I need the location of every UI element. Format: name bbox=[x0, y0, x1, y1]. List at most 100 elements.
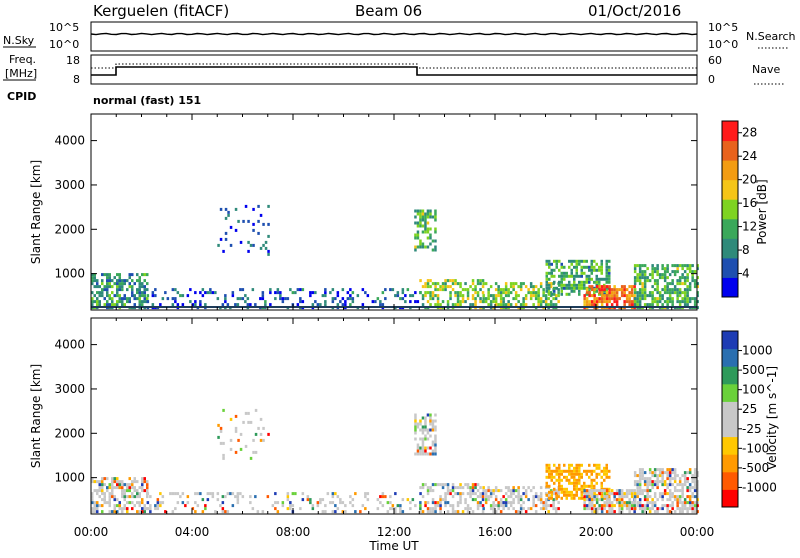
scatter-cell bbox=[560, 274, 563, 278]
scatter-cell bbox=[96, 480, 99, 484]
scatter-cell bbox=[254, 450, 258, 454]
scatter-cell bbox=[693, 477, 697, 481]
scatter-cell bbox=[641, 504, 644, 508]
scatter-cell bbox=[600, 504, 604, 508]
scatter-cell bbox=[656, 510, 659, 514]
scatter-cell bbox=[585, 280, 588, 284]
scatter-cell bbox=[623, 300, 626, 304]
scatter-cell bbox=[693, 279, 697, 283]
scatter-cell bbox=[673, 471, 677, 475]
scatter-cell bbox=[560, 271, 563, 275]
scatter-cell bbox=[643, 495, 647, 499]
scatter-cell bbox=[306, 498, 310, 502]
scatter-cell bbox=[141, 273, 144, 277]
scatter-cell bbox=[459, 282, 462, 286]
scatter-cell bbox=[595, 285, 599, 289]
scatter-cell bbox=[316, 303, 320, 307]
scatter-cell bbox=[663, 480, 667, 484]
scatter-cell bbox=[517, 510, 520, 514]
scatter-cell bbox=[578, 262, 581, 266]
scatter-cell bbox=[550, 496, 553, 500]
scatter-cell bbox=[234, 303, 237, 307]
scatter-cell bbox=[424, 504, 427, 508]
scatter-cell bbox=[573, 475, 576, 479]
scatter-cell bbox=[254, 432, 258, 436]
scatter-cell bbox=[301, 288, 305, 292]
scatter-cell bbox=[499, 510, 503, 514]
scatter-cell bbox=[638, 300, 642, 304]
scatter-cell bbox=[568, 259, 571, 263]
scatter-cell bbox=[316, 504, 320, 508]
scatter-cell bbox=[143, 477, 146, 481]
scatter-cell bbox=[138, 486, 141, 490]
scatter-cell bbox=[481, 495, 485, 499]
scatter-cell bbox=[91, 510, 94, 514]
scatter-cell bbox=[146, 483, 149, 487]
scatter-cell bbox=[141, 477, 144, 481]
scatter-cell bbox=[653, 267, 657, 271]
scatter-cell bbox=[646, 486, 649, 490]
scatter-cell bbox=[351, 291, 355, 295]
scatter-cell bbox=[656, 303, 659, 307]
scatter-cell bbox=[429, 291, 432, 295]
scatter-cell bbox=[146, 501, 150, 505]
scatter-cell bbox=[590, 300, 594, 304]
scatter-cell bbox=[103, 477, 106, 481]
scatter-cell bbox=[633, 480, 637, 484]
scatter-cell bbox=[474, 486, 477, 490]
scatter-cell bbox=[593, 478, 596, 482]
scatter-cell bbox=[156, 507, 160, 511]
scatter-cell bbox=[479, 501, 482, 505]
scatter-cell bbox=[126, 486, 129, 490]
scatter-cell bbox=[583, 501, 586, 505]
scatter-cell bbox=[434, 215, 437, 219]
scatter-cell bbox=[641, 471, 644, 475]
scatter-cell bbox=[636, 480, 639, 484]
scatter-cell bbox=[96, 300, 99, 304]
scatter-cell bbox=[696, 486, 699, 490]
scatter-cell bbox=[116, 279, 119, 283]
scatter-cell bbox=[686, 477, 689, 481]
scatter-cell bbox=[648, 471, 652, 475]
scatter-cell bbox=[222, 441, 225, 445]
scatter-cell bbox=[201, 510, 205, 514]
scatter-cell bbox=[638, 273, 642, 277]
scatter-cell bbox=[514, 297, 518, 301]
scatter-cell bbox=[648, 303, 652, 307]
scatter-cell bbox=[544, 294, 548, 298]
scatter-cell bbox=[123, 279, 126, 283]
scatter-cell bbox=[469, 492, 472, 496]
scatter-cell bbox=[494, 510, 498, 514]
scatter-cell bbox=[136, 510, 139, 514]
scatter-cell bbox=[615, 300, 619, 304]
scatter-cell bbox=[451, 510, 455, 514]
scatter-cell bbox=[429, 446, 432, 450]
scatter-cell bbox=[431, 282, 435, 286]
scatter-cell bbox=[519, 495, 523, 499]
scatter-cell bbox=[560, 289, 563, 293]
scatter-cell bbox=[588, 498, 591, 502]
scatter-cell bbox=[91, 282, 94, 286]
scatter-cell bbox=[484, 501, 488, 505]
nsky-tick-top: 10^5 bbox=[49, 21, 79, 34]
scatter-cell bbox=[494, 504, 498, 508]
scatter-cell bbox=[346, 297, 350, 301]
scatter-cell bbox=[688, 489, 692, 493]
scatter-cell bbox=[424, 419, 427, 423]
scatter-cell bbox=[686, 264, 689, 268]
scatter-cell bbox=[324, 300, 327, 304]
scatter-cell bbox=[431, 425, 435, 429]
scatter-cell bbox=[661, 480, 664, 484]
scatter-cell bbox=[471, 297, 475, 301]
scatter-cell bbox=[646, 303, 649, 307]
scatter-cell bbox=[671, 288, 674, 292]
scatter-cell bbox=[489, 300, 493, 304]
scatter-cell bbox=[229, 492, 232, 496]
scatter-cell bbox=[610, 489, 614, 493]
scatter-cell bbox=[618, 501, 621, 505]
scatter-cell bbox=[688, 264, 692, 268]
scatter-cell bbox=[216, 492, 220, 496]
scatter-cell bbox=[658, 492, 662, 496]
velocity-y-axis-label: Slant Range [km] bbox=[29, 364, 43, 468]
scatter-cell bbox=[580, 286, 583, 290]
